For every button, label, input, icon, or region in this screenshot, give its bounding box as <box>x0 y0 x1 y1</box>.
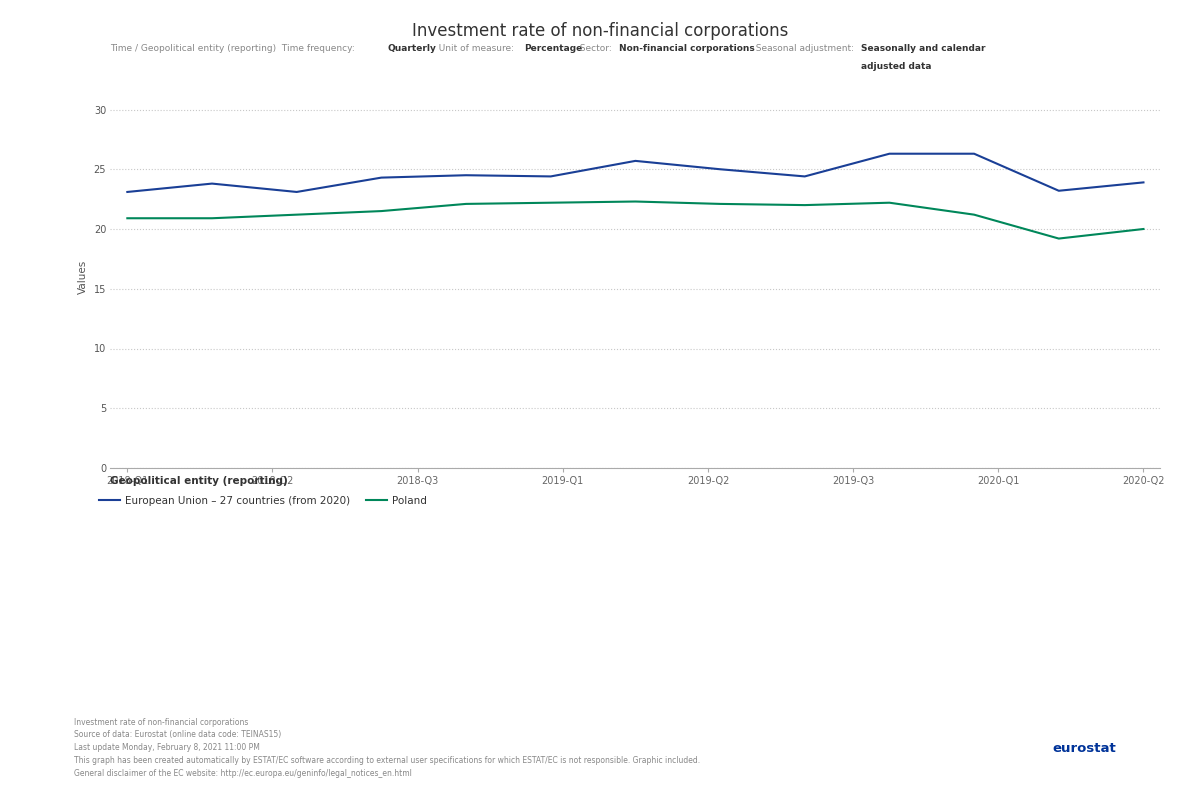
Y-axis label: Values: Values <box>78 260 88 294</box>
Text: adjusted data: adjusted data <box>862 62 932 70</box>
Text: Percentage: Percentage <box>523 44 582 53</box>
Text: Time / Geopolitical entity (reporting)  Time frequency:: Time / Geopolitical entity (reporting) T… <box>110 44 355 53</box>
Text: Seasonally and calendar: Seasonally and calendar <box>862 44 986 53</box>
Legend: European Union – 27 countries (from 2020), Poland: European Union – 27 countries (from 2020… <box>95 492 431 510</box>
Text: Quarterly: Quarterly <box>388 44 437 53</box>
Text: eurostat: eurostat <box>1052 742 1116 754</box>
Text: Source of data: Eurostat (online data code: TEINAS15): Source of data: Eurostat (online data co… <box>74 730 282 739</box>
Text: Investment rate of non-financial corporations: Investment rate of non-financial corpora… <box>74 718 248 726</box>
Text: Unit of measure:: Unit of measure: <box>433 44 514 53</box>
Text: Geopolitical entity (reporting): Geopolitical entity (reporting) <box>110 476 288 486</box>
Text: Last update Monday, February 8, 2021 11:00 PM: Last update Monday, February 8, 2021 11:… <box>74 743 260 752</box>
Text: This graph has been created automatically by ESTAT/EC software according to exte: This graph has been created automaticall… <box>74 756 701 765</box>
Text: General disclaimer of the EC website: http://ec.europa.eu/geninfo/legal_notices_: General disclaimer of the EC website: ht… <box>74 769 413 778</box>
Text: Investment rate of non-financial corporations: Investment rate of non-financial corpora… <box>412 22 788 40</box>
Text: Seasonal adjustment:: Seasonal adjustment: <box>750 44 854 53</box>
Text: Non-financial corporations: Non-financial corporations <box>619 44 755 53</box>
Text: Sector:: Sector: <box>574 44 612 53</box>
